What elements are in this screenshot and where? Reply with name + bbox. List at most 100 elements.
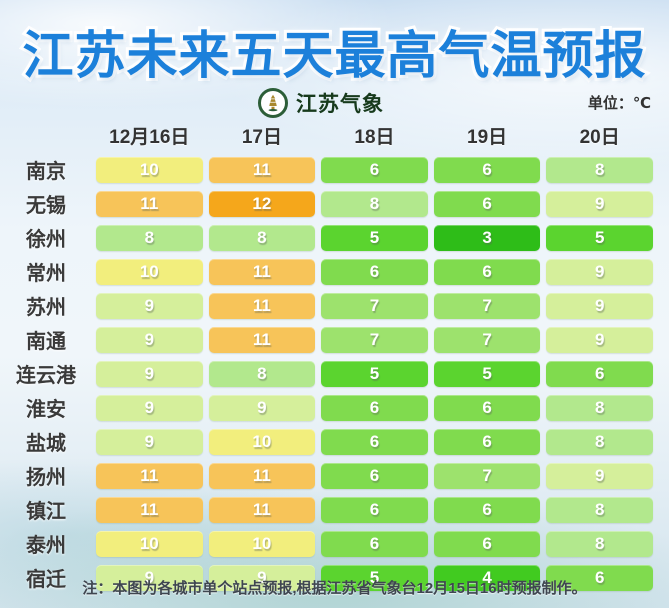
city-label: 无锡 (26, 195, 66, 217)
table-row: 宿迁 9 9 5 4 6 (2, 563, 653, 592)
temp-cell: 9 (208, 564, 316, 591)
temp-cell: 5 (546, 224, 653, 251)
city-label: 连云港 (16, 365, 76, 387)
table-row: 常州 10 11 6 6 9 (2, 257, 653, 286)
temp-cell: 6 (321, 530, 428, 557)
temp-cell: 9 (546, 292, 653, 319)
temp-cell: 10 (96, 156, 203, 183)
temp-cell: 8 (321, 190, 428, 217)
temp-cell: 9 (208, 394, 316, 421)
brand: 江苏气象 (258, 88, 384, 118)
unit-label: 单位：℃ (587, 95, 651, 112)
city-label: 南通 (26, 331, 66, 353)
temp-cell: 5 (433, 360, 541, 387)
temp-cell: 9 (96, 428, 203, 455)
temp-cell: 9 (96, 394, 203, 421)
table-body: 南京 10 11 6 6 8 无锡 11 12 8 6 9 徐州 8 8 5 3 5 常州 10 11 6 6 9 苏州 9 11 7… (2, 155, 653, 592)
temp-cell: 7 (321, 326, 428, 353)
temp-cell: 6 (321, 394, 428, 421)
date-header: 18日 (354, 127, 395, 148)
table-row: 徐州 8 8 5 3 5 (2, 223, 653, 252)
city-label: 南京 (26, 161, 66, 183)
table-row: 南通 9 11 7 7 9 (2, 325, 653, 354)
temp-cell: 6 (433, 496, 541, 523)
table-row: 淮安 9 9 6 6 8 (2, 393, 653, 422)
temp-cell: 5 (321, 564, 428, 591)
temp-cell: 6 (321, 156, 428, 183)
temp-cell: 11 (208, 462, 316, 489)
city-label: 盐城 (26, 433, 66, 455)
temp-cell: 9 (96, 564, 203, 591)
temp-cell: 7 (433, 462, 541, 489)
temp-cell: 11 (208, 258, 316, 285)
temp-cell: 9 (546, 190, 653, 217)
temp-cell: 3 (433, 224, 541, 251)
date-header: 19日 (467, 127, 508, 148)
temp-cell: 8 (546, 496, 653, 523)
temp-cell: 6 (433, 394, 541, 421)
date-header: 20日 (579, 127, 620, 148)
temp-cell: 7 (433, 292, 541, 319)
date-header-row: 12月16日 17日 18日 19日 20日 (2, 126, 653, 150)
temp-cell: 6 (433, 190, 541, 217)
city-label: 常州 (26, 263, 66, 285)
temp-cell: 11 (96, 190, 203, 217)
pagoda-emblem-icon (258, 88, 288, 118)
temp-cell: 8 (208, 360, 316, 387)
city-label: 淮安 (26, 399, 66, 421)
city-label: 宿迁 (26, 569, 66, 591)
table-row: 扬州 11 11 6 7 9 (2, 461, 653, 490)
temp-cell: 8 (208, 224, 316, 251)
temp-cell: 5 (321, 360, 428, 387)
temp-cell: 8 (546, 394, 653, 421)
temp-cell: 9 (96, 326, 203, 353)
city-label: 扬州 (26, 467, 66, 489)
table-row: 无锡 11 12 8 6 9 (2, 189, 653, 218)
temp-cell: 9 (546, 258, 653, 285)
brand-org-label: 江苏气象 (296, 93, 384, 116)
temp-cell: 6 (546, 564, 653, 591)
temp-cell: 5 (321, 224, 428, 251)
temp-cell: 9 (546, 462, 653, 489)
table-row: 泰州 10 10 6 6 8 (2, 529, 653, 558)
temp-cell: 11 (96, 496, 203, 523)
date-header: 17日 (241, 127, 282, 148)
city-label: 泰州 (26, 535, 66, 557)
page-title: 江苏未来五天最高气温预报 (19, 24, 648, 87)
temp-cell: 6 (433, 530, 541, 557)
table-row: 镇江 11 11 6 6 8 (2, 495, 653, 524)
temp-cell: 10 (96, 258, 203, 285)
temp-cell: 9 (546, 326, 653, 353)
temp-cell: 8 (96, 224, 203, 251)
temp-cell: 10 (208, 530, 316, 557)
temp-cell: 7 (321, 292, 428, 319)
temp-cell: 10 (208, 428, 316, 455)
temp-cell: 10 (96, 530, 203, 557)
temp-cell: 11 (208, 496, 316, 523)
temp-cell: 9 (96, 360, 203, 387)
temp-cell: 7 (433, 326, 541, 353)
temp-cell: 6 (321, 462, 428, 489)
city-label: 镇江 (26, 501, 66, 523)
temp-cell: 6 (321, 428, 428, 455)
table-row: 南京 10 11 6 6 8 (2, 155, 653, 184)
city-label: 徐州 (26, 229, 66, 251)
temp-cell: 6 (433, 156, 541, 183)
forecast-table: 12月16日 17日 18日 19日 20日 南京 10 11 6 6 8 无锡 11 12 8 6 9 徐州 8… (2, 126, 653, 597)
temp-cell: 9 (96, 292, 203, 319)
subheader: 江苏气象 单位：℃ (0, 88, 669, 120)
temp-cell: 8 (546, 156, 653, 183)
temp-cell: 6 (321, 496, 428, 523)
city-label: 苏州 (26, 297, 66, 319)
table-row: 连云港 9 8 5 5 6 (2, 359, 653, 388)
table-row: 苏州 9 11 7 7 9 (2, 291, 653, 320)
temp-cell: 11 (208, 292, 316, 319)
temp-cell: 8 (546, 530, 653, 557)
temp-cell: 11 (96, 462, 203, 489)
temp-cell: 11 (208, 326, 316, 353)
temp-cell: 6 (433, 428, 541, 455)
date-header: 12月16日 (109, 127, 190, 148)
temp-cell: 8 (546, 428, 653, 455)
temp-cell: 6 (321, 258, 428, 285)
